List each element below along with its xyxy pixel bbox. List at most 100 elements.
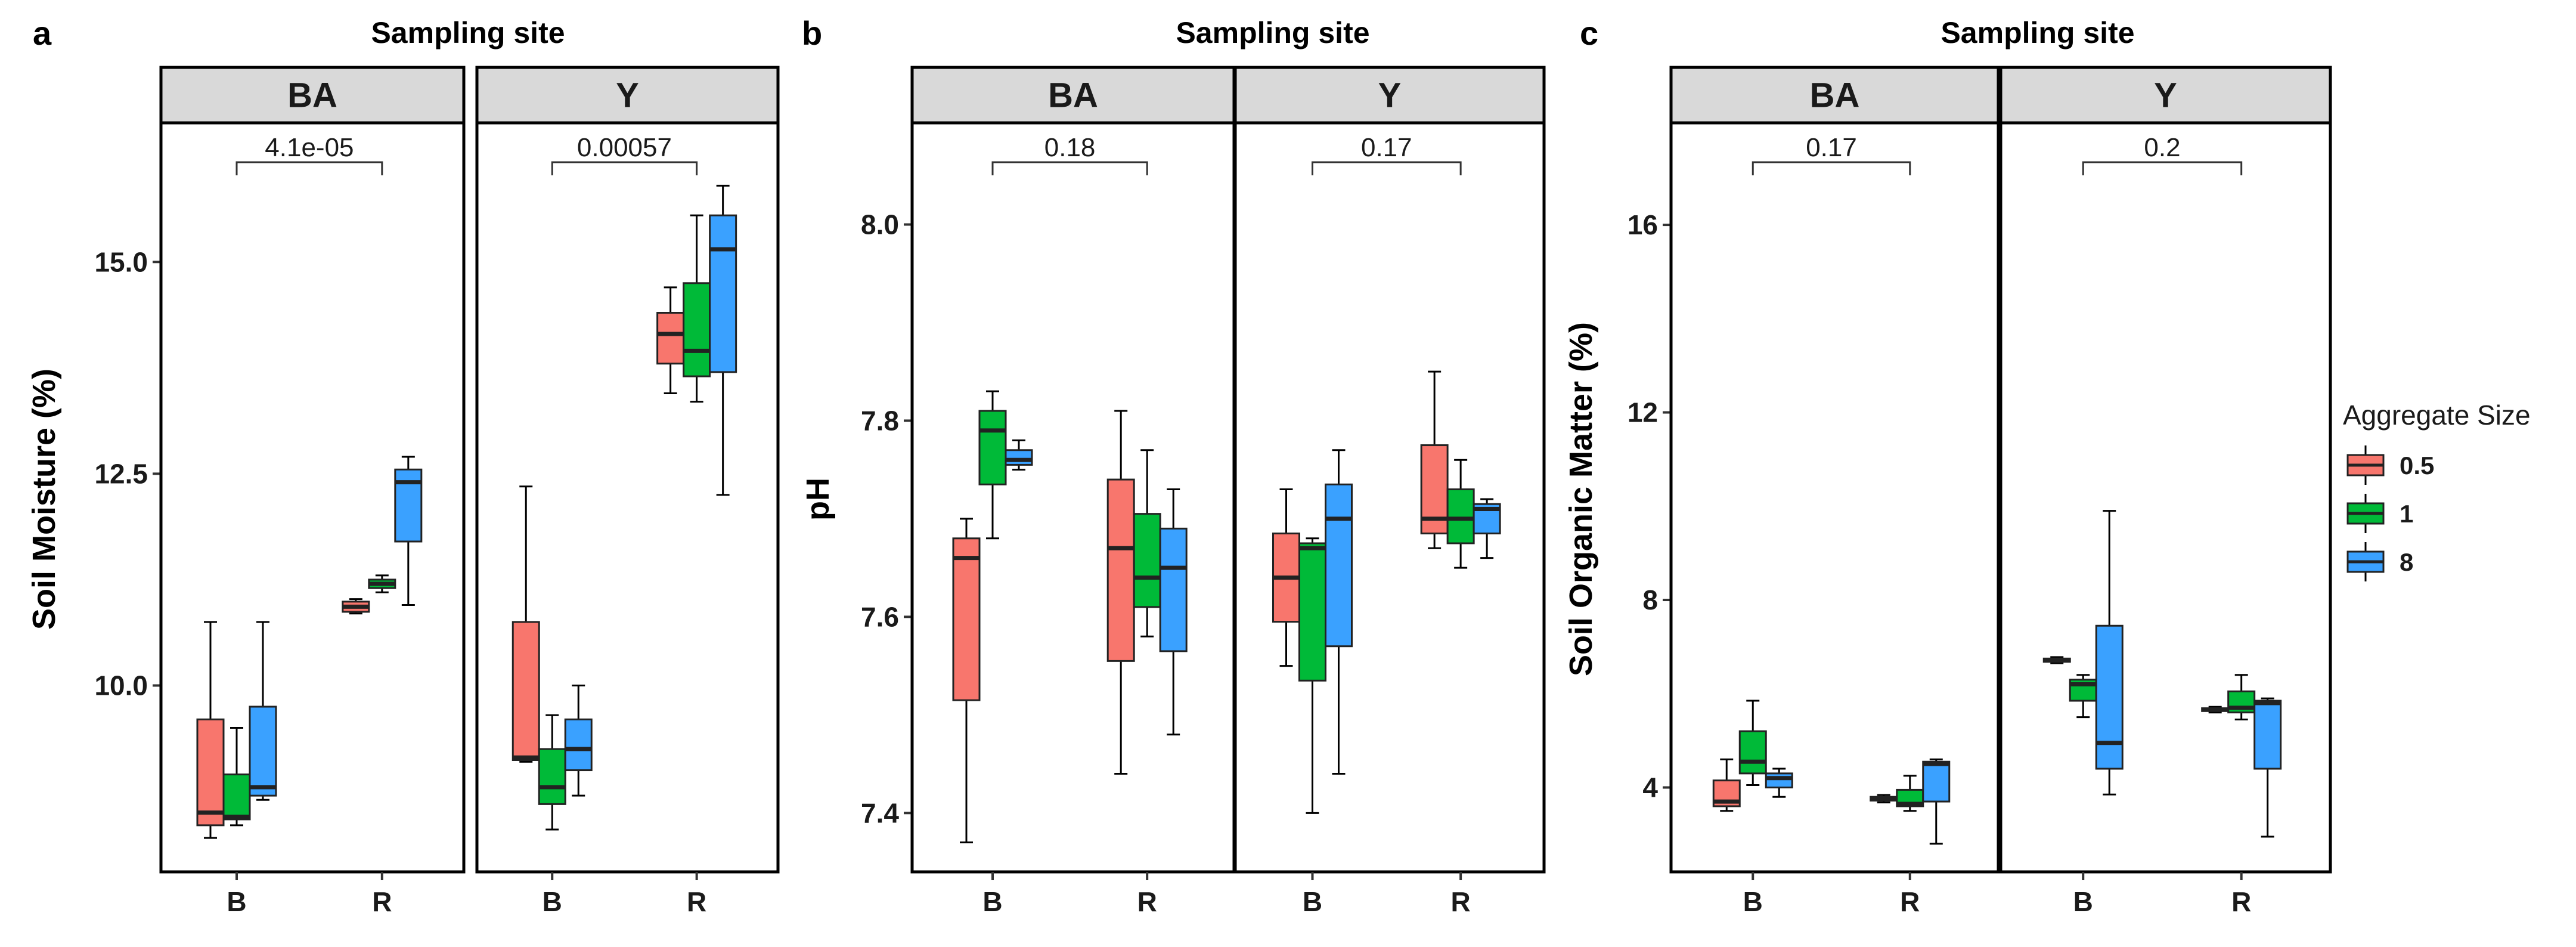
p-value-bracket <box>1752 161 1911 175</box>
box-R-1 <box>1133 449 1161 637</box>
facet-BA: BA 4.1e-05 B R <box>159 66 466 917</box>
x-tick-label: R <box>372 886 392 917</box>
box-R-0.5 <box>656 286 685 394</box>
box-R-8 <box>1159 488 1188 736</box>
box-B-0.5 <box>2042 656 2071 664</box>
box-R-8 <box>1922 758 1951 845</box>
facet-Y: Y 0.17 B R <box>1233 66 1546 917</box>
p-value-label: 0.17 <box>1361 133 1412 162</box>
facet-BA: BA 0.18 B R <box>910 66 1236 917</box>
y-axis-label: pH <box>800 478 836 521</box>
facet-frame <box>1669 121 2000 874</box>
box-body <box>538 748 566 805</box>
legend-key-1: 1 <box>2346 494 2413 533</box>
facet-strip-label: BA <box>1048 76 1098 115</box>
box-B-0.5 <box>512 485 540 763</box>
facet-strip <box>1233 66 1546 125</box>
x-tick-label: B <box>543 886 562 917</box>
p-value-bracket <box>551 161 698 175</box>
facet-strip <box>1669 66 2000 125</box>
p-value-bracket <box>2082 161 2243 175</box>
facet-BA: BA 0.17 B R <box>1669 66 2000 917</box>
x-tick-label: R <box>1451 886 1471 917</box>
box-B-0.5 <box>952 518 981 844</box>
facet-strip-label: BA <box>1810 76 1860 115</box>
facet-frame <box>1233 121 1546 874</box>
chart-title: Sampling site <box>1940 16 2134 49</box>
x-tick-label: B <box>1303 886 1322 917</box>
box-R-0.5 <box>342 598 370 615</box>
box-body <box>656 312 685 365</box>
facet-Y: Y 0.00057 B R <box>475 66 780 917</box>
p-value-bracket <box>235 161 383 175</box>
y-tick-label: 12.5 <box>94 458 148 489</box>
box-R-0.5 <box>1106 410 1135 775</box>
facet-Y: Y 0.2 B R <box>1999 66 2332 917</box>
y-tick-label: 8 <box>1642 584 1658 615</box>
box-B-8 <box>2095 510 2124 796</box>
legend-label: 0.5 <box>2400 451 2434 479</box>
box-body <box>709 214 737 373</box>
panel-c: c Sampling site Soil Organic Matter (%) 4 8 1… <box>1563 14 2332 917</box>
p-value-bracket <box>1312 161 1462 175</box>
legend-label: 8 <box>2400 548 2413 576</box>
p-value-label: 4.1e-05 <box>265 133 354 162</box>
box-B-8 <box>1765 767 1793 798</box>
y-axis-label: Soil Organic Matter (%) <box>1563 322 1599 676</box>
box-body <box>1765 772 1793 788</box>
y-tick-label: 4 <box>1642 772 1658 803</box>
panel-b: b Sampling site pH 7.4 7.6 7.8 8.0 BA 0.18 B R Y 0.1… <box>800 14 1546 917</box>
p-value-bracket <box>991 161 1148 175</box>
panel-letter: c <box>1580 14 1598 52</box>
box-B-0.5 <box>1272 488 1300 667</box>
box-R-1 <box>683 214 711 403</box>
box-body <box>512 621 540 762</box>
p-value-label: 0.00057 <box>577 133 672 162</box>
x-tick-label: R <box>2231 886 2251 917</box>
box-R-0.5 <box>1870 794 1898 804</box>
box-body <box>1298 542 1326 682</box>
x-tick-label: B <box>227 886 246 917</box>
box-B-1 <box>978 390 1007 540</box>
box-body <box>1159 527 1188 652</box>
facet-frame <box>910 121 1236 874</box>
box-R-8 <box>1473 498 1501 559</box>
legend-key-0.5: 0.5 <box>2346 445 2434 485</box>
box-R-0.5 <box>2201 705 2230 714</box>
x-tick-label: B <box>982 886 1002 917</box>
box-B-8 <box>1005 439 1033 471</box>
y-tick-label: 8.0 <box>861 209 899 240</box>
box-body <box>1922 760 1951 803</box>
y-tick-label: 7.6 <box>861 601 899 632</box>
box-R-8 <box>2253 697 2282 838</box>
panel-letter: b <box>802 14 822 52</box>
p-value-label: 0.2 <box>2144 133 2180 162</box>
box-body <box>1446 488 1475 544</box>
box-body <box>1325 483 1353 648</box>
y-tick-label: 7.8 <box>861 405 899 436</box>
legend-label: 1 <box>2400 500 2413 528</box>
box-body <box>1005 449 1033 466</box>
box-body <box>1133 513 1161 608</box>
box-body <box>1106 478 1135 662</box>
box-B-1 <box>2069 674 2097 719</box>
y-tick-label: 10.0 <box>94 670 148 701</box>
box-R-8 <box>709 184 737 496</box>
p-value-label: 0.17 <box>1806 133 1857 162</box>
x-tick-label: R <box>687 886 706 917</box>
facet-strip <box>475 66 780 125</box>
box-body <box>2095 624 2124 770</box>
box-body <box>196 718 225 827</box>
box-body <box>222 773 251 821</box>
p-value-label: 0.18 <box>1044 133 1096 162</box>
box-B-8 <box>249 621 277 801</box>
box-B-1 <box>538 714 566 831</box>
facet-strip <box>159 66 466 125</box>
box-R-1 <box>2227 674 2256 720</box>
facet-strip-label: Y <box>2154 76 2177 115</box>
chart-title: Sampling site <box>1176 16 1369 49</box>
chart-title: Sampling site <box>371 16 565 49</box>
facet-strip-label: Y <box>616 76 639 115</box>
box-body <box>564 718 593 772</box>
